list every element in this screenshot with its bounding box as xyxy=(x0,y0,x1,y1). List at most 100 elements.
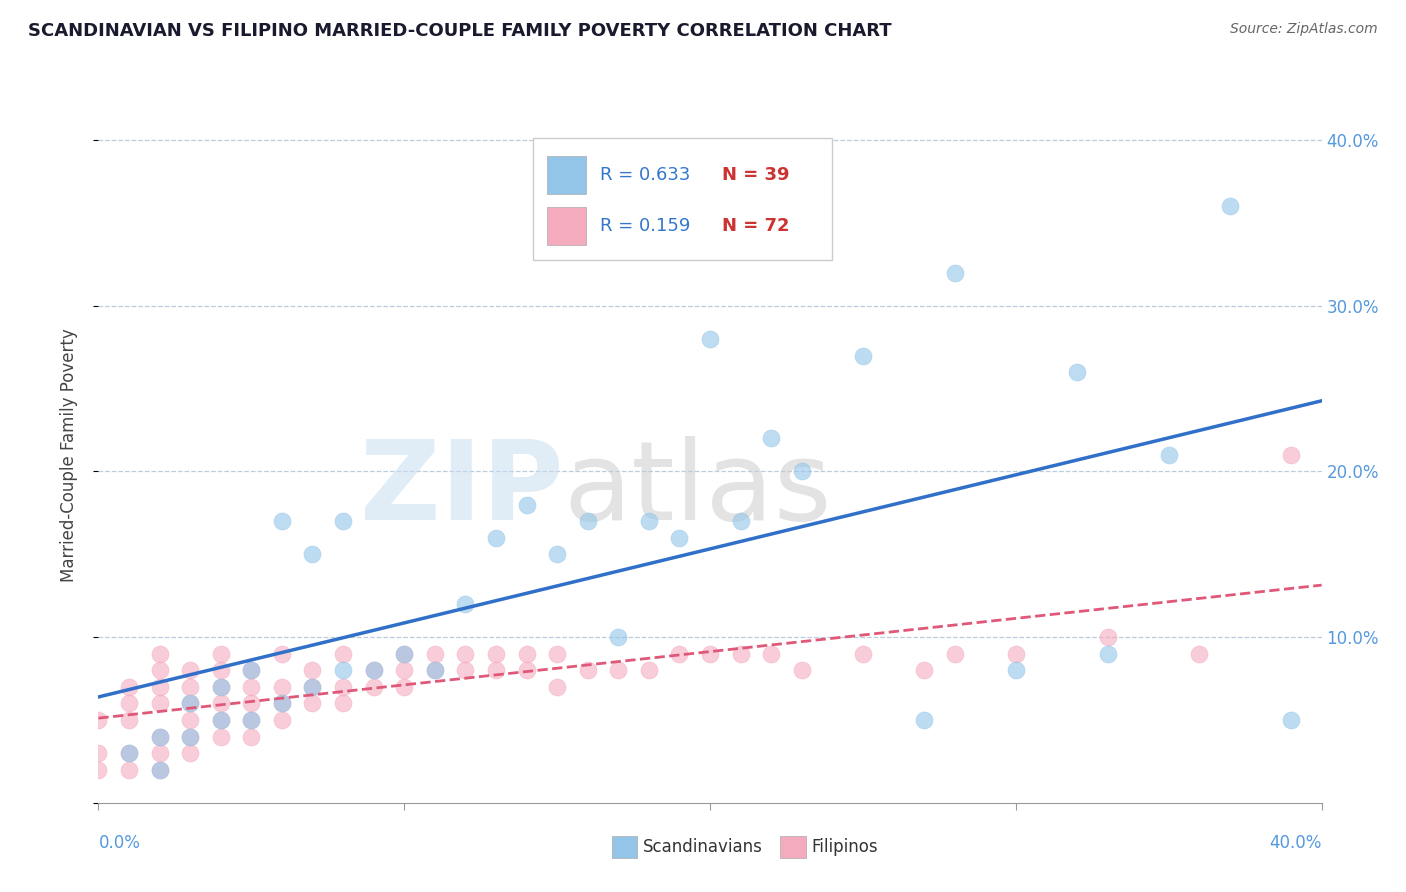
Point xyxy=(912,713,935,727)
Point xyxy=(485,647,508,661)
Point xyxy=(423,663,446,677)
Point xyxy=(332,697,354,711)
Y-axis label: Married-Couple Family Poverty: Married-Couple Family Poverty xyxy=(59,328,77,582)
Point xyxy=(270,680,292,694)
Text: R = 0.633: R = 0.633 xyxy=(600,166,690,185)
Point xyxy=(576,514,599,528)
Point xyxy=(668,647,690,661)
Point xyxy=(332,663,354,677)
Point xyxy=(118,680,141,694)
Point xyxy=(240,713,263,727)
Point xyxy=(179,697,201,711)
Point xyxy=(179,730,201,744)
Point xyxy=(516,498,538,512)
Point xyxy=(179,680,201,694)
Point xyxy=(423,663,446,677)
Point xyxy=(1097,647,1119,661)
Point xyxy=(87,746,110,760)
Point xyxy=(301,663,323,677)
Point xyxy=(179,730,201,744)
Point xyxy=(1279,713,1302,727)
Point xyxy=(699,647,721,661)
Point xyxy=(270,514,292,528)
Point xyxy=(1004,647,1026,661)
Text: 0.0%: 0.0% xyxy=(98,834,141,852)
Text: SCANDINAVIAN VS FILIPINO MARRIED-COUPLE FAMILY POVERTY CORRELATION CHART: SCANDINAVIAN VS FILIPINO MARRIED-COUPLE … xyxy=(28,22,891,40)
Point xyxy=(301,680,323,694)
Point xyxy=(790,663,813,677)
Point xyxy=(392,680,416,694)
Point xyxy=(118,763,141,777)
Point xyxy=(576,663,599,677)
Point xyxy=(179,697,201,711)
Point xyxy=(1097,630,1119,644)
Point xyxy=(607,630,630,644)
Point xyxy=(454,663,477,677)
Point xyxy=(149,647,172,661)
Point xyxy=(240,730,263,744)
Point xyxy=(546,680,568,694)
Point xyxy=(209,713,232,727)
Point xyxy=(852,349,875,363)
Point xyxy=(546,647,568,661)
Point xyxy=(149,680,172,694)
Point xyxy=(149,697,172,711)
Point xyxy=(392,663,416,677)
Point xyxy=(1279,448,1302,462)
Point xyxy=(637,663,661,677)
Text: ZIP: ZIP xyxy=(360,436,564,543)
Text: 40.0%: 40.0% xyxy=(1270,834,1322,852)
Point xyxy=(759,431,782,445)
Point xyxy=(240,713,263,727)
Point xyxy=(118,713,141,727)
Point xyxy=(240,680,263,694)
Point xyxy=(1157,448,1180,462)
Point xyxy=(485,531,508,545)
Point xyxy=(149,763,172,777)
Point xyxy=(209,680,232,694)
Text: Filipinos: Filipinos xyxy=(811,838,877,856)
Text: N = 39: N = 39 xyxy=(723,166,790,185)
Point xyxy=(209,680,232,694)
Point xyxy=(87,713,110,727)
Point xyxy=(392,647,416,661)
Point xyxy=(607,663,630,677)
Point xyxy=(270,713,292,727)
Point xyxy=(1219,199,1241,213)
Point xyxy=(209,713,232,727)
Point xyxy=(270,697,292,711)
Point xyxy=(301,547,323,561)
Point xyxy=(240,663,263,677)
Point xyxy=(1004,663,1026,677)
Point xyxy=(118,746,141,760)
Point xyxy=(699,332,721,346)
Point xyxy=(668,531,690,545)
Point xyxy=(852,647,875,661)
Point xyxy=(454,647,477,661)
Point xyxy=(363,680,385,694)
Point xyxy=(240,663,263,677)
Point xyxy=(1188,647,1211,661)
Point xyxy=(87,763,110,777)
Bar xyxy=(547,207,586,244)
Point xyxy=(423,647,446,661)
Point xyxy=(270,647,292,661)
Point xyxy=(332,514,354,528)
Point xyxy=(149,730,172,744)
Point xyxy=(270,697,292,711)
Point xyxy=(516,663,538,677)
Point xyxy=(118,697,141,711)
Point xyxy=(454,597,477,611)
Point xyxy=(209,663,232,677)
Point xyxy=(179,746,201,760)
Text: N = 72: N = 72 xyxy=(723,217,790,235)
Point xyxy=(118,746,141,760)
Point xyxy=(637,514,661,528)
Point xyxy=(363,663,385,677)
Point xyxy=(332,647,354,661)
Point xyxy=(363,663,385,677)
Point xyxy=(943,266,966,280)
Point xyxy=(912,663,935,677)
Point xyxy=(1066,365,1088,379)
Point xyxy=(301,697,323,711)
